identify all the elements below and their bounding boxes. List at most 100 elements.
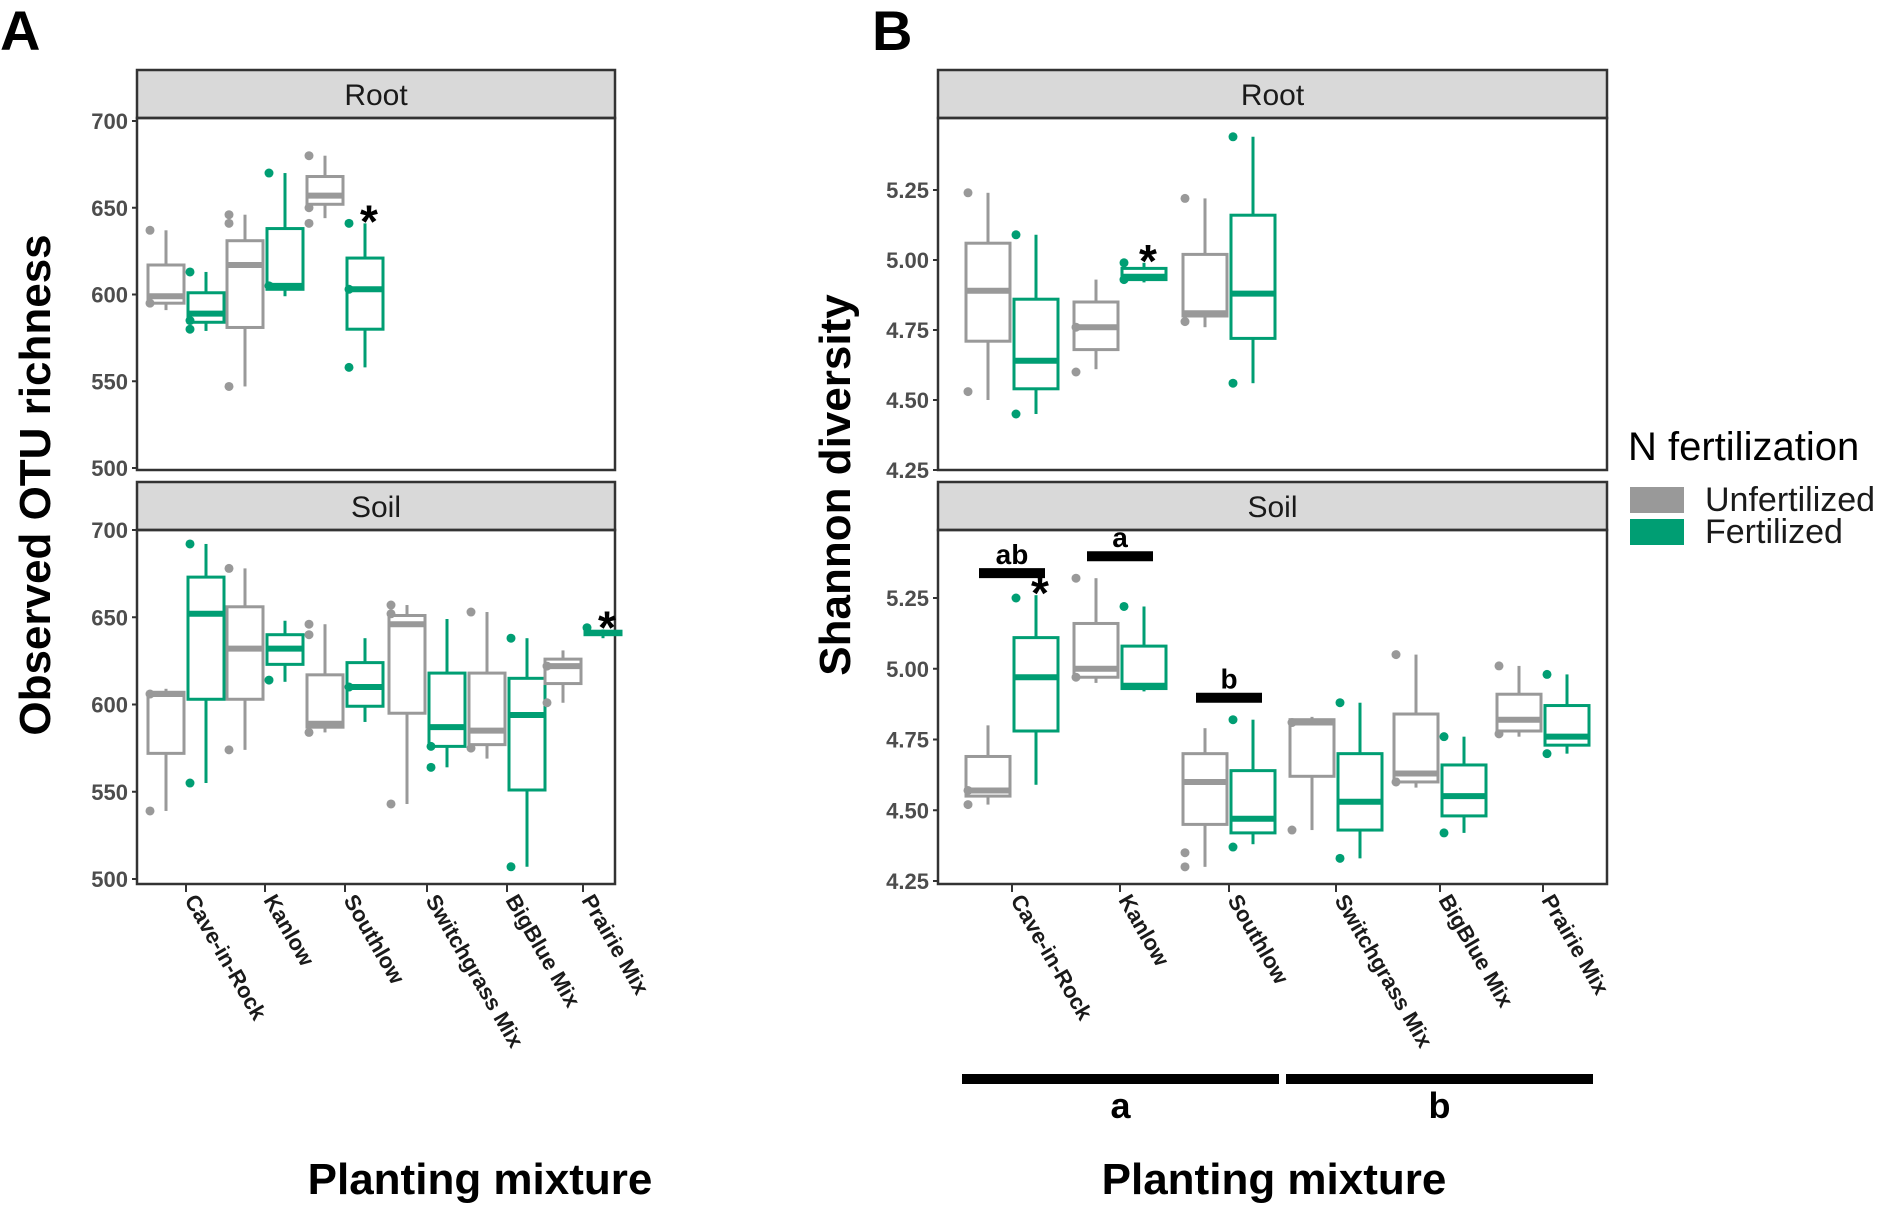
y-tick-label: 4.75	[886, 318, 929, 343]
box-cave-in-rock-unfertilized	[963, 725, 1012, 810]
box-iqr	[1012, 297, 1060, 391]
box-bigblue-mix-unfertilized	[466, 607, 507, 759]
facet-strip	[135, 480, 617, 532]
legend-swatch	[1630, 519, 1684, 545]
data-point	[1180, 862, 1190, 872]
box-prairie-mix-unfertilized	[1494, 661, 1543, 739]
data-point	[1119, 275, 1129, 285]
box-southlow-unfertilized	[304, 619, 345, 737]
data-point	[224, 563, 234, 573]
facet-strip-label: Root	[344, 79, 408, 112]
legend-title: N fertilization	[1628, 425, 1859, 469]
data-point	[1071, 322, 1081, 332]
box-cave-in-rock-unfertilized	[145, 225, 186, 311]
facet-strip	[135, 68, 617, 120]
data-point	[1119, 601, 1129, 611]
data-point	[1228, 842, 1238, 852]
y-tick-label: 4.25	[886, 458, 929, 483]
data-point	[264, 675, 274, 685]
box-southlow-unfertilized	[304, 151, 345, 228]
data-point	[185, 267, 195, 277]
box-southlow-fertilized	[1228, 715, 1277, 852]
panel-a: A Observed OTU richness Planting mixture Ro…	[0, 0, 654, 1204]
data-point	[1180, 317, 1190, 327]
data-point	[386, 799, 396, 809]
box-kanlow-unfertilized	[224, 563, 265, 755]
y-tick-label: 4.50	[886, 388, 929, 413]
significance-letter: ab	[996, 539, 1029, 570]
x-tick-label: BigBlue Mix	[1434, 890, 1519, 1012]
data-point	[1071, 672, 1081, 682]
box-iqr	[387, 614, 427, 715]
facet-strip-label: Soil	[351, 491, 401, 524]
data-point	[224, 381, 234, 391]
box-iqr	[1012, 636, 1060, 733]
box-iqr	[186, 291, 226, 324]
box-iqr	[1440, 763, 1488, 818]
box-cave-in-rock-fertilized	[185, 267, 226, 334]
data-point	[185, 324, 195, 334]
data-point	[304, 630, 314, 640]
data-point	[344, 362, 354, 372]
data-point	[1494, 661, 1504, 671]
box-switchgrass-mix-unfertilized	[386, 600, 427, 809]
data-point	[963, 785, 973, 795]
y-tick-label: 550	[91, 780, 128, 805]
box-iqr	[1336, 752, 1384, 832]
box-iqr	[467, 671, 507, 747]
box-iqr	[345, 256, 385, 331]
data-point	[1228, 132, 1238, 142]
data-point	[304, 203, 314, 213]
data-point	[1335, 853, 1345, 863]
box-iqr	[265, 227, 305, 291]
box-kanlow-unfertilized	[224, 210, 265, 391]
box-southlow-unfertilized	[1180, 728, 1229, 872]
data-point	[304, 619, 314, 629]
facet-frame	[936, 528, 1609, 886]
y-tick-label: 600	[91, 693, 128, 718]
box-bigblue-mix-fertilized	[506, 633, 547, 872]
data-point	[1071, 573, 1081, 583]
y-tick-label: 5.00	[886, 248, 929, 273]
facet-strip-label: Root	[1241, 79, 1305, 112]
y-tick-label: 650	[91, 605, 128, 630]
box-iqr	[1181, 752, 1229, 826]
box-iqr	[507, 676, 547, 792]
data-point	[426, 762, 436, 772]
data-point	[1494, 729, 1504, 739]
facet-root: Root 4.25 4.50 4.75 5.00 5.25 *	[886, 68, 1609, 483]
data-point	[145, 689, 155, 699]
box-iqr	[1495, 692, 1543, 733]
data-point	[224, 745, 234, 755]
legend-label: Fertilized	[1705, 513, 1843, 551]
y-tick-label: 700	[91, 109, 128, 134]
data-point	[1542, 669, 1552, 679]
y-tick-label: 4.75	[886, 728, 929, 753]
y-tick-label: 4.25	[886, 869, 929, 894]
box-kanlow-fertilized	[264, 620, 305, 685]
box-iqr	[1229, 769, 1277, 835]
y-tick-label: 500	[91, 456, 128, 481]
x-axis-label: Planting mixture	[1102, 1155, 1447, 1204]
box-kanlow-fertilized	[264, 168, 305, 297]
data-point	[1180, 193, 1190, 203]
panel-letter: B	[872, 0, 912, 62]
box-cave-in-rock-unfertilized	[963, 188, 1012, 400]
x-tick-label: Southlow	[1223, 890, 1295, 989]
box-iqr	[225, 605, 265, 701]
significance-star: *	[598, 601, 616, 653]
x-tick-label: Prairie Mix	[1537, 890, 1615, 1000]
data-point	[145, 806, 155, 816]
facet-frame	[135, 528, 617, 886]
data-point	[386, 600, 396, 610]
data-point	[1071, 367, 1081, 377]
group-bar-label: a	[1110, 1085, 1131, 1126]
box-cave-in-rock-fertilized	[1011, 230, 1060, 419]
significance-star: *	[1139, 235, 1157, 287]
box-cave-in-rock-fertilized	[1011, 593, 1060, 785]
x-tick-label: Kanlow	[259, 890, 320, 971]
data-point	[145, 225, 155, 235]
